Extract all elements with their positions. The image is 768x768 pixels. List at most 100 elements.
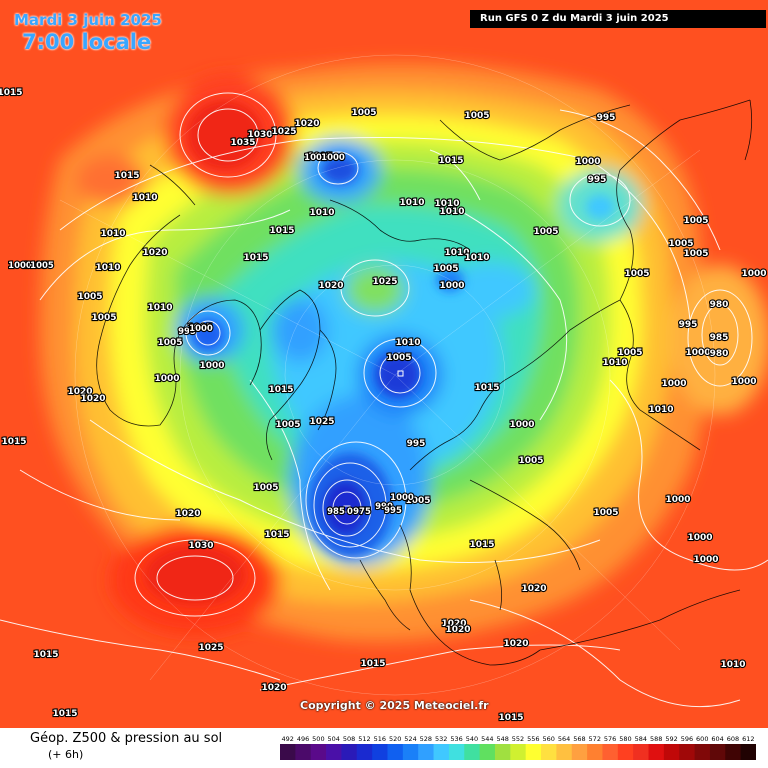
legend-swatch — [617, 744, 634, 760]
legend-swatch — [587, 744, 603, 760]
pressure-label: 1025 — [271, 127, 296, 137]
pressure-label: 1010 — [720, 660, 745, 670]
pressure-label: 1005 — [386, 353, 411, 363]
legend-swatch — [402, 744, 419, 760]
pressure-label: 1015 — [474, 383, 499, 393]
legend-swatch — [740, 744, 756, 760]
pressure-label: 1005 — [533, 227, 558, 237]
pressure-label: 1020 — [318, 281, 343, 291]
pressure-label: 1005 — [668, 239, 693, 249]
legend-swatch — [326, 744, 342, 760]
pressure-centres — [343, 370, 404, 513]
pressure-label: 1010 — [444, 248, 469, 258]
pressure-label: 985 — [327, 507, 345, 517]
legend-swatch — [709, 744, 726, 760]
legend-swatch — [464, 744, 481, 760]
legend-value: 576 — [604, 735, 616, 743]
graticule — [59, 54, 716, 696]
legend-value: 512 — [358, 735, 370, 743]
pressure-label: 1005 — [22, 261, 47, 271]
pressure-label: 985 — [710, 333, 729, 343]
pressure-label: 1005 — [275, 420, 300, 430]
pressure-label: 1010 — [434, 199, 459, 209]
legend-value: 496 — [297, 735, 309, 743]
legend-value: 548 — [496, 735, 508, 743]
pressure-label: 1020 — [521, 584, 546, 594]
legend-value: 596 — [681, 735, 693, 743]
legend-swatch — [510, 744, 527, 760]
pressure-label: 1030 — [247, 130, 272, 140]
pressure-label: 995 — [679, 320, 698, 330]
legend-value: 552 — [512, 735, 524, 743]
pressure-label: 1015 — [269, 226, 294, 236]
coastlines — [96, 99, 753, 666]
pressure-label: 1000 — [687, 533, 712, 543]
pressure-label: 1015 — [268, 385, 293, 395]
legend-value: 584 — [635, 735, 647, 743]
legend-value: 524 — [404, 735, 416, 743]
legend-value: 532 — [435, 735, 447, 743]
pressure-label: 1005 — [617, 348, 642, 358]
pressure-label: 1010 — [309, 208, 334, 218]
legend-swatch — [525, 744, 542, 760]
pressure-label: 1020 — [445, 625, 470, 635]
legend-value: 612 — [742, 735, 754, 743]
legend-value: 604 — [711, 735, 723, 743]
pressure-label: 1010 — [439, 207, 464, 217]
legend-value: 492 — [281, 735, 293, 743]
pressure-label: 1005 — [624, 269, 649, 279]
pressure-label: 1005 — [433, 264, 458, 274]
pressure-label: 1010 — [132, 193, 157, 203]
pressure-label: 1000 — [8, 261, 32, 271]
pressure-label: 1025 — [372, 277, 397, 287]
legend-swatch — [479, 744, 496, 760]
pressure-label: 1000 — [390, 493, 414, 503]
pressure-label: 1020 — [80, 394, 105, 404]
legend-swatch — [602, 744, 619, 760]
legend-swatch — [541, 744, 557, 760]
legend-value: 516 — [374, 735, 386, 743]
legend-swatch — [571, 744, 588, 760]
pressure-label: 990 — [375, 502, 393, 512]
legend-swatch — [648, 744, 665, 760]
legend-swatch — [310, 744, 327, 760]
legend-value: 588 — [650, 735, 662, 743]
pressure-label: 1000 — [509, 420, 534, 430]
copyright-notice: Copyright © 2025 Meteociel.fr — [300, 699, 489, 712]
pressure-label: 1005 — [77, 292, 102, 302]
pressure-label: 995 — [588, 175, 607, 185]
pressure-label: 1020 — [261, 683, 286, 693]
pressure-label: 1010 — [399, 198, 424, 208]
pressure-label: 1015 — [52, 709, 77, 719]
pressure-label: 995 — [384, 506, 402, 516]
run-banner: Run GFS 0 Z du Mardi 3 juin 2025 — [470, 10, 766, 28]
legend-value: 568 — [573, 735, 585, 743]
pressure-label: 980 — [710, 300, 729, 310]
pressure-label: 1020 — [441, 619, 466, 629]
legend-value: 544 — [481, 735, 493, 743]
pressure-label: 1000 — [731, 377, 756, 387]
legend-value: 556 — [527, 735, 539, 743]
pressure-label: 1000 — [199, 361, 224, 371]
pressure-label: 1005 — [518, 456, 543, 466]
pressure-label: 1015 — [1, 437, 26, 447]
pressure-label: 1010 — [464, 253, 489, 263]
legend-title: Géop. Z500 & pression au sol — [30, 731, 223, 746]
legend-subtitle: (+ 6h) — [48, 748, 84, 761]
pressure-label: 995 — [178, 327, 196, 337]
pressure-label: 1015 — [243, 253, 268, 263]
legend-value: 572 — [589, 735, 601, 743]
pressure-label: 1020 — [67, 387, 92, 397]
pressure-label: 1005 — [351, 108, 376, 118]
pressure-label: 1020 — [294, 119, 319, 129]
pressure-label: 1005 — [464, 111, 489, 121]
pressure-label: 1015 — [114, 171, 139, 181]
forecast-date: Mardi 3 juin 2025 — [14, 11, 162, 29]
pressure-label: 1015 — [0, 88, 23, 98]
pressure-label: 1005 — [593, 508, 618, 518]
legend-swatch — [372, 744, 388, 760]
color-scale: 492 496 500 504 508 512 516 520 524 528 532 536 540 5… — [280, 735, 756, 760]
pressure-label: 1005 — [405, 496, 430, 506]
pressure-label: 1005 — [683, 216, 708, 226]
